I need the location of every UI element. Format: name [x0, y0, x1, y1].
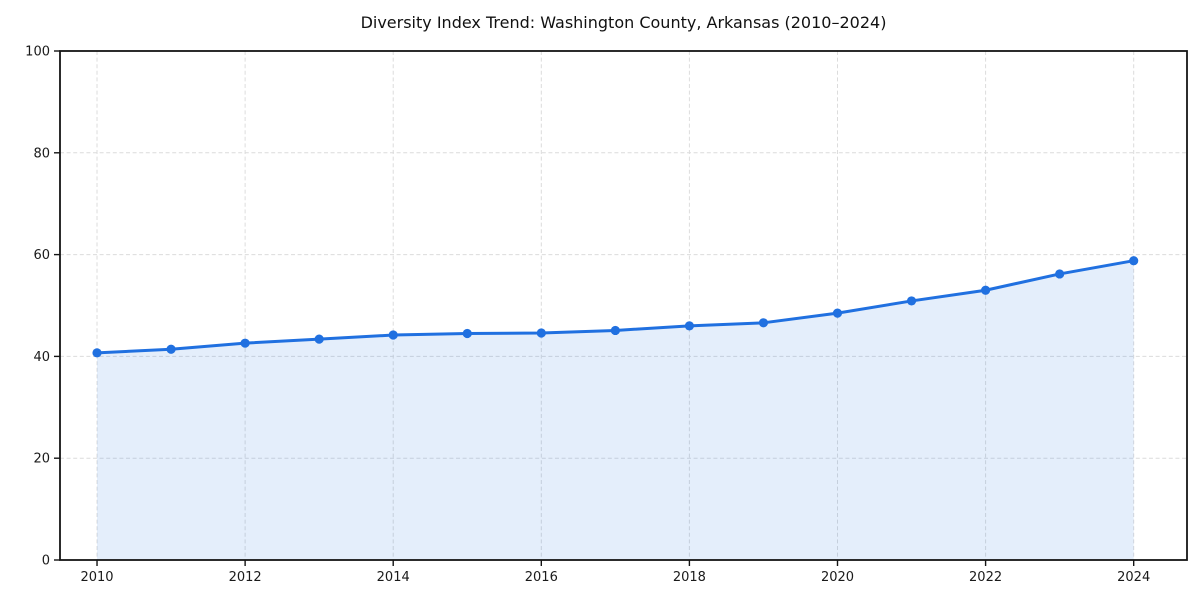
chart-title: Diversity Index Trend: Washington County…	[360, 13, 887, 32]
y-tick-label-0: 0	[42, 554, 50, 569]
x-tick-label-2012: 2012	[229, 570, 262, 585]
x-tick-label-2016: 2016	[525, 570, 558, 585]
data-point-2012	[240, 338, 250, 348]
data-point-2013	[314, 334, 324, 344]
data-point-2023	[1055, 269, 1065, 279]
data-point-2011	[166, 344, 176, 354]
y-tick-label-40: 40	[33, 350, 50, 365]
x-tick-label-2024: 2024	[1117, 570, 1150, 585]
data-point-2021	[906, 296, 917, 306]
data-point-2015	[462, 328, 472, 339]
x-tick-label-2018: 2018	[673, 570, 706, 585]
data-point-2016	[536, 328, 546, 338]
data-point-2022	[980, 285, 991, 295]
area-fill	[97, 260, 1134, 560]
x-tick-label-2022: 2022	[969, 570, 1002, 585]
y-tick-label-60: 60	[33, 248, 50, 263]
y-tick-label-100: 100	[25, 45, 50, 60]
data-point-2017	[610, 325, 620, 336]
data-point-2018	[684, 321, 695, 331]
data-point-2020	[832, 308, 843, 318]
y-tick-label-80: 80	[33, 146, 50, 161]
x-tick-label-2020: 2020	[821, 570, 854, 585]
y-tick-label-20: 20	[33, 452, 50, 467]
plot-border	[59, 50, 1188, 561]
data-point-2024	[1129, 256, 1139, 266]
data-point-2014	[388, 330, 398, 340]
x-tick-label-2010: 2010	[80, 570, 113, 585]
data-point-2019	[758, 318, 769, 328]
x-tick-label-2014: 2014	[377, 570, 410, 585]
data-point-2010	[92, 348, 102, 358]
